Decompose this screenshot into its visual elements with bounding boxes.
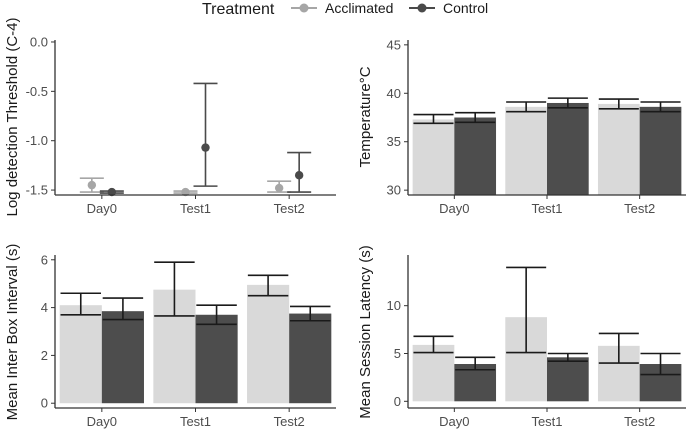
temperature-bar-control xyxy=(639,106,682,195)
temperature-y-tick-label: 30 xyxy=(387,183,401,198)
latency-x-tick-label: Test2 xyxy=(624,414,655,429)
detection-point-control xyxy=(294,171,304,180)
interbox-x-tick-label: Test2 xyxy=(274,414,305,429)
detection-point-control xyxy=(201,143,210,152)
interbox-bar-control xyxy=(195,314,238,404)
latency-y-axis-title: Mean Session Latency (s) xyxy=(357,245,374,418)
temperature-x-tick-label: Test1 xyxy=(531,201,562,216)
interbox-x-tick-label: Test1 xyxy=(180,414,211,429)
temperature-y-tick-label: 40 xyxy=(387,86,401,101)
latency-bar-control xyxy=(547,357,589,402)
interbox-bar-control xyxy=(101,311,144,404)
interbox-x-tick-label: Day0 xyxy=(87,414,117,429)
latency-y-tick-label: 10 xyxy=(387,298,401,313)
latency-x-tick-label: Day0 xyxy=(439,414,469,429)
detection-y-axis-title: Log detection Threshold (C-4) xyxy=(4,17,21,216)
interbox-y-axis-title: Mean Inter Box Interval (s) xyxy=(4,244,21,421)
latency-y-tick-label: 5 xyxy=(394,346,401,361)
latency-bar-acclimated xyxy=(412,344,455,402)
detection-x-tick-label: Test2 xyxy=(274,201,305,216)
legend-entry-control: Control xyxy=(409,0,488,16)
temperature-bar-acclimated xyxy=(597,103,640,195)
detection-x-tick-label: Day0 xyxy=(87,201,117,216)
temperature-bar-control xyxy=(454,117,497,195)
legend-key-point-control xyxy=(417,3,427,13)
temperature-y-axis-title: Temperature°C xyxy=(357,66,374,167)
legend-label-acclimated: Acclimated xyxy=(325,0,393,16)
detection-threshold-panel: Log detection Threshold (C-4) 0.0 -0.5 -1.… xyxy=(4,17,336,217)
legend-title: Treatment xyxy=(202,1,275,18)
latency-x-tick-label: Test1 xyxy=(531,414,562,429)
legend: Treatment Acclimated Control xyxy=(202,0,488,18)
interbox-interval-panel: Mean Inter Box Interval (s) 0 2 4 6 Day0 Test… xyxy=(4,244,336,429)
temperature-bar-acclimated xyxy=(505,106,547,195)
legend-key-point-acclimated xyxy=(299,3,309,13)
detection-point-acclimated xyxy=(274,183,284,193)
interbox-y-tick-label: 6 xyxy=(41,252,48,267)
temperature-bar-acclimated xyxy=(412,119,455,195)
latency-y-tick-label: 0 xyxy=(394,394,401,409)
temperature-panel: Temperature°C 30 35 40 45 Day0 Test1 Test2 xyxy=(357,37,686,216)
interbox-bar-acclimated xyxy=(59,305,102,404)
interbox-y-tick-label: 0 xyxy=(41,396,48,411)
detection-y-tick-label: 0.0 xyxy=(30,34,48,49)
temperature-x-tick-label: Test2 xyxy=(624,201,655,216)
interbox-y-tick-label: 2 xyxy=(41,348,48,363)
temperature-x-tick-label: Day0 xyxy=(439,201,469,216)
session-latency-panel: Mean Session Latency (s) 0 5 10 Day0 Test1 Te… xyxy=(357,245,686,429)
detection-y-tick-label: -0.5 xyxy=(26,84,48,99)
detection-x-tick-label: Test1 xyxy=(180,201,211,216)
interbox-bar-control xyxy=(289,313,332,404)
temperature-y-tick-label: 45 xyxy=(387,37,401,52)
interbox-y-tick-label: 4 xyxy=(41,300,48,315)
temperature-y-tick-label: 35 xyxy=(387,134,401,149)
interbox-bar-acclimated xyxy=(247,284,290,404)
detection-y-tick-label: -1.0 xyxy=(26,133,48,148)
temperature-bar-control xyxy=(547,102,589,195)
legend-entry-acclimated: Acclimated xyxy=(291,0,393,16)
detection-y-tick-label: -1.5 xyxy=(26,183,48,198)
detection-point-acclimated xyxy=(87,180,97,190)
legend-label-control: Control xyxy=(443,0,488,16)
detection-point-acclimated xyxy=(181,187,190,197)
detection-point-control xyxy=(107,187,117,197)
